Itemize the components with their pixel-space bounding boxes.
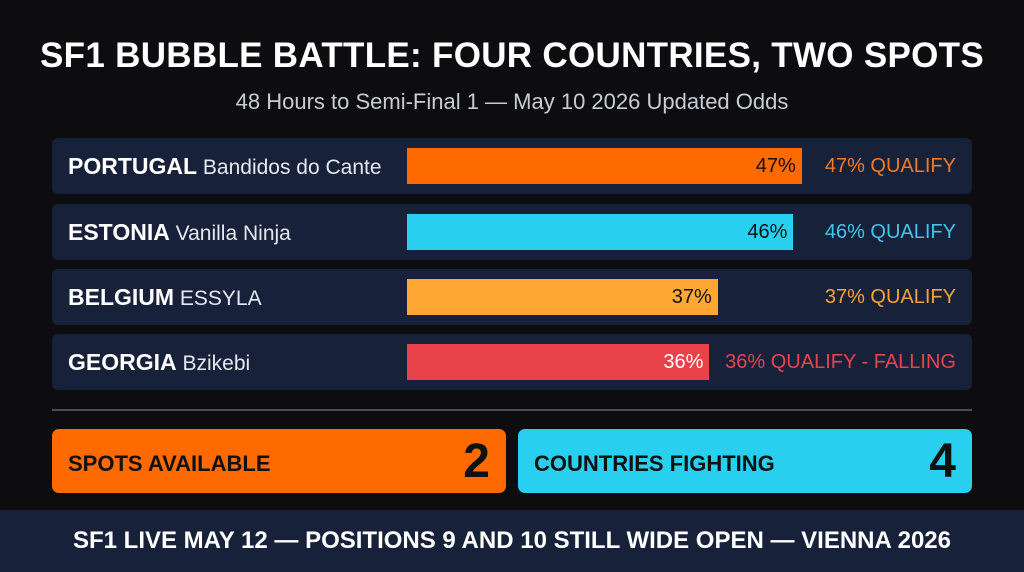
artist-name: Bandidos do Cante xyxy=(202,156,382,179)
countries-fighting-value: 4 xyxy=(929,435,956,488)
spots-available-label: SPOTS AVAILABLE xyxy=(68,451,271,476)
odds-bar: 47% xyxy=(407,148,802,184)
qualify-status: 47% QUALIFY xyxy=(824,155,956,177)
bar-value-label: 46% xyxy=(747,221,788,243)
page-title: SF1 BUBBLE BATTLE: FOUR COUNTRIES, TWO S… xyxy=(40,36,984,75)
odds-bar: 46% xyxy=(407,214,794,250)
artist-name: ESSYLA xyxy=(179,287,262,310)
qualify-status: 36% QUALIFY - FALLING xyxy=(725,351,956,373)
footer-text: SF1 LIVE MAY 12 — POSITIONS 9 AND 10 STI… xyxy=(72,527,951,554)
bar-value-label: 36% xyxy=(663,351,704,373)
chart-row: PORTUGAL Bandidos do Cante 47% 47% QUALIFY xyxy=(52,138,972,194)
chart-row: BELGIUM ESSYLA 37% 37% QUALIFY xyxy=(52,269,972,325)
odds-bar: 37% xyxy=(407,279,718,315)
qualify-status: 46% QUALIFY xyxy=(824,221,956,243)
spots-available-card: SPOTS AVAILABLE 2 xyxy=(52,429,506,493)
row-label: BELGIUM ESSYLA xyxy=(68,269,262,325)
row-label: GEORGIA Bzikebi xyxy=(68,334,250,390)
country-name: ESTONIA xyxy=(68,219,170,245)
odds-bar: 36% xyxy=(407,344,710,380)
footer-banner: SF1 LIVE MAY 12 — POSITIONS 9 AND 10 STI… xyxy=(0,510,1024,572)
artist-name: Vanilla Ninja xyxy=(175,222,291,245)
countries-fighting-label: COUNTRIES FIGHTING xyxy=(534,451,775,476)
section-divider xyxy=(52,409,972,411)
spots-available-value: 2 xyxy=(463,435,490,488)
chart-row: GEORGIA Bzikebi 36% 36% QUALIFY - FALLING xyxy=(52,334,972,390)
artist-name: Bzikebi xyxy=(182,352,251,375)
countries-fighting-card: COUNTRIES FIGHTING 4 xyxy=(518,429,972,493)
row-label: ESTONIA Vanilla Ninja xyxy=(68,204,291,260)
country-name: PORTUGAL xyxy=(68,153,198,179)
qualify-status: 37% QUALIFY xyxy=(824,286,956,308)
country-name: GEORGIA xyxy=(68,349,177,375)
page-subtitle: 48 Hours to Semi-Final 1 — May 10 2026 U… xyxy=(235,89,789,114)
country-name: BELGIUM xyxy=(68,284,175,310)
bar-value-label: 37% xyxy=(671,286,712,308)
row-label: PORTUGAL Bandidos do Cante xyxy=(68,138,382,194)
chart-row: ESTONIA Vanilla Ninja 46% 46% QUALIFY xyxy=(52,204,972,260)
bar-value-label: 47% xyxy=(755,155,796,177)
